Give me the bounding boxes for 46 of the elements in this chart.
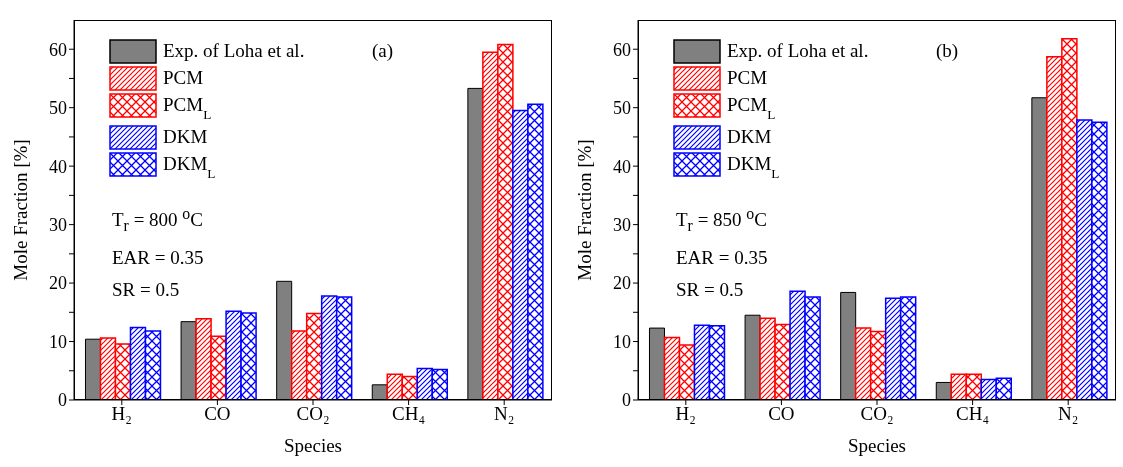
y-tick-label: 20 (613, 273, 631, 294)
y-tick-label: 30 (49, 215, 67, 236)
x-tick-label: H₂ (675, 403, 696, 425)
y-tick-label: 40 (49, 156, 67, 177)
legend-label: DKM (727, 126, 772, 147)
y-tick-label: 50 (49, 98, 67, 119)
x-axis-title: Species (283, 435, 343, 456)
legend-label: Exp. of Loha et al. (163, 40, 305, 61)
annotation: EAR = 0.35 (676, 246, 768, 271)
y-tick-label: 60 (49, 39, 67, 60)
x-tick-label: CO₂ (296, 403, 330, 425)
x-tick-label: N₂ (494, 403, 515, 425)
x-tick-label: N₂ (1058, 403, 1079, 425)
legend-label: DKM$_{L}$ (163, 153, 216, 181)
y-tick-label: 20 (49, 273, 67, 294)
x-tick-label: CO₂ (860, 403, 894, 425)
x-tick-label: CH₄ (956, 403, 990, 425)
annotation: T$_{r}$ = 800 $^{o}$C (112, 204, 204, 237)
y-tick-label: 30 (613, 215, 631, 236)
annotation: EAR = 0.35 (112, 246, 204, 271)
y-axis-title: Mole Fraction [%] (573, 139, 595, 281)
x-tick-label: CO (204, 403, 231, 425)
annotation: (a) (372, 40, 394, 62)
y-tick-label: 60 (613, 39, 631, 60)
annotation: (b) (936, 40, 959, 62)
y-tick-label: 50 (613, 98, 631, 119)
y-tick-label: 0 (58, 390, 67, 411)
x-axis-title: Species (847, 435, 907, 456)
annotation: T$_{r}$ = 850 $^{o}$C (676, 204, 768, 237)
legend-label: PCM (163, 67, 204, 88)
legend-label: DKM$_{L}$ (727, 153, 780, 181)
legend-label: DKM (163, 126, 208, 147)
annotation: SR = 0.5 (112, 278, 181, 303)
x-tick-label: CO (768, 403, 795, 425)
legend-label: PCM$_{L}$ (163, 94, 212, 122)
y-axis-title: Mole Fraction [%] (9, 139, 31, 281)
y-tick-label: 10 (49, 331, 67, 352)
legend-label: PCM$_{L}$ (727, 94, 776, 122)
y-tick-label: 0 (622, 390, 631, 411)
x-tick-label: H₂ (111, 403, 132, 425)
legend-label: PCM (727, 67, 768, 88)
x-tick-label: CH₄ (392, 403, 426, 425)
legend-label: Exp. of Loha et al. (727, 40, 869, 61)
y-tick-label: 40 (613, 156, 631, 177)
annotation: SR = 0.5 (676, 278, 745, 303)
y-tick-label: 10 (613, 331, 631, 352)
